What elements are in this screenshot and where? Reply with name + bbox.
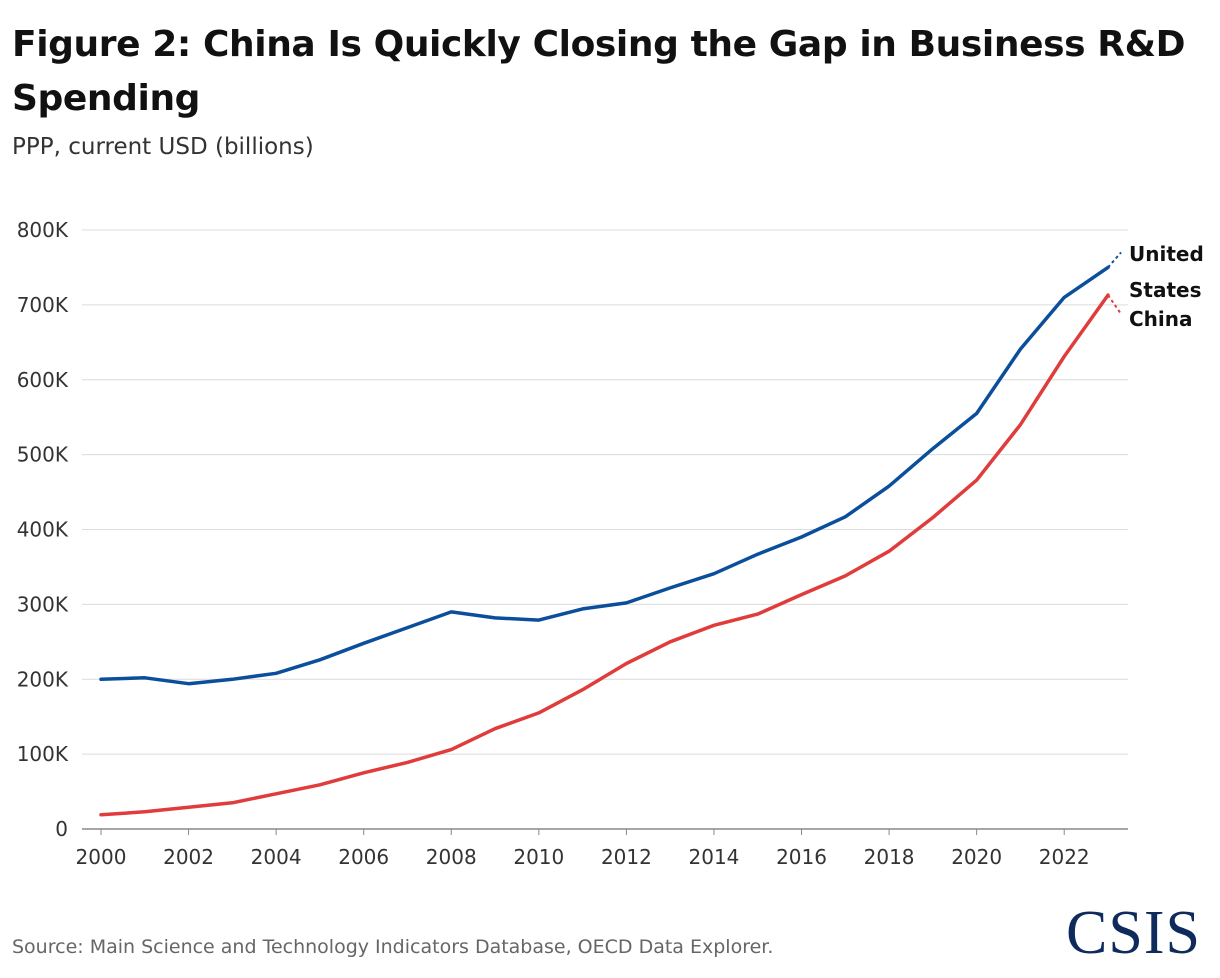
- y-tick-label: 300K: [17, 592, 69, 616]
- united-states-label: United: [1129, 242, 1204, 266]
- united-states-line: [99, 265, 1110, 686]
- y-tick-label: 100K: [17, 742, 69, 766]
- x-tick-label: 2020: [951, 845, 1002, 869]
- source-note: Source: Main Science and Technology Indi…: [12, 936, 774, 958]
- x-tick-label: 2000: [76, 845, 127, 869]
- csis-logo: CSIS: [1066, 899, 1201, 967]
- chart-title: Figure 2: China Is Quickly Closing the G…: [12, 24, 1186, 119]
- x-tick-label: 2012: [601, 845, 652, 869]
- grid-lines: [82, 229, 1128, 830]
- x-tick-label: 2008: [426, 845, 477, 869]
- x-axis-ticks: 2000 2002 2004 2006 2008 2010 2012 2014 2016 2018…: [76, 829, 1090, 869]
- united-states-projection: [1107, 251, 1122, 269]
- x-tick-label: 2022: [1039, 845, 1090, 869]
- series-lines: [99, 251, 1122, 817]
- x-tick-label: 2014: [689, 845, 740, 869]
- x-tick-label: 2002: [163, 845, 214, 869]
- china-label: China: [1129, 307, 1193, 331]
- united-states-label: States: [1129, 278, 1202, 302]
- china-line: [99, 293, 1110, 817]
- series-labels: United States China: [1129, 242, 1204, 331]
- y-tick-label: 700K: [17, 293, 69, 317]
- y-tick-label: 200K: [17, 667, 69, 691]
- x-tick-label: 2006: [338, 845, 389, 869]
- x-tick-label: 2010: [513, 845, 564, 869]
- china-projection: [1107, 294, 1122, 315]
- x-tick-label: 2004: [251, 845, 302, 869]
- y-tick-label: 500K: [17, 443, 69, 467]
- y-tick-label: 800K: [17, 218, 69, 242]
- x-tick-label: 2018: [864, 845, 915, 869]
- y-tick-label: 400K: [17, 518, 69, 542]
- chart-subtitle: PPP, current USD (billions): [12, 134, 314, 160]
- y-tick-label: 0: [55, 817, 68, 841]
- y-tick-label: 600K: [17, 368, 69, 392]
- y-axis-ticks: 0 100K 200K 300K 400K 500K 600K 700K 800K: [17, 218, 69, 841]
- x-tick-label: 2016: [776, 845, 827, 869]
